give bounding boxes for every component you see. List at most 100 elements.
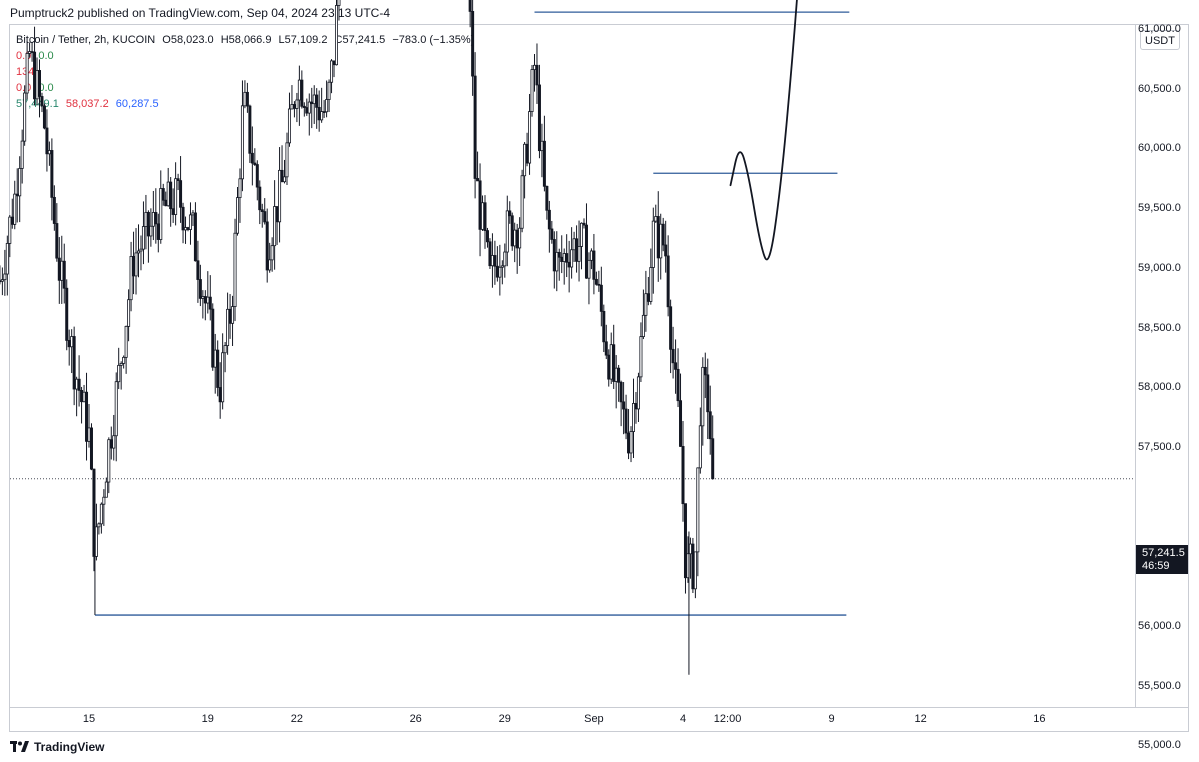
candle-body-113	[278, 169, 282, 223]
candle-body-206	[508, 210, 512, 217]
candle-body-108	[265, 221, 269, 271]
candle-body-244	[602, 310, 606, 343]
candle-body-59	[144, 211, 148, 227]
moving-average-3: 60,287.5	[115, 98, 159, 110]
candle-body-131	[322, 111, 326, 113]
candle-body-53	[129, 255, 133, 301]
candle-body-68	[166, 181, 170, 207]
candle-body-195	[481, 202, 485, 230]
candle-body-104	[255, 164, 259, 188]
price-tick-label: 55,500.0	[1138, 679, 1181, 692]
bar-countdown: 46:59	[1142, 560, 1170, 572]
candle-body-20	[47, 150, 51, 155]
symbol-legend: Bitcoin / Tether, 2h, KUCOIN O58,023.0 H…	[16, 32, 474, 112]
candle-body-274	[676, 368, 680, 402]
candle-body-63	[154, 212, 158, 225]
candle-body-263	[649, 267, 653, 302]
candle-body-198	[488, 241, 492, 267]
currency-button[interactable]: USDT	[1140, 30, 1180, 50]
candle-body-193	[476, 178, 480, 182]
candle-body-192	[473, 75, 477, 179]
candle-body-249	[614, 367, 618, 382]
candle-body-217	[535, 64, 539, 86]
candle-body-5	[10, 216, 14, 225]
candle-body-264	[651, 220, 655, 268]
candle-body-6	[13, 193, 17, 225]
candle-body-268	[661, 223, 665, 246]
candle-body-205	[505, 210, 509, 253]
candle-body-40	[97, 523, 101, 528]
candle-body-52	[127, 299, 131, 327]
candle-body-254	[627, 432, 631, 454]
candle-body-218	[537, 84, 541, 152]
moving-average-2: 58,037.2	[65, 98, 109, 110]
candle-body-7	[15, 193, 19, 197]
candle-body-262	[646, 293, 650, 302]
candle-body-271	[669, 306, 673, 350]
candle-body-202	[498, 266, 502, 278]
candle-body-234	[577, 246, 581, 262]
candle-body-255	[629, 431, 633, 454]
candle-body-229	[565, 253, 569, 263]
candle-body-71	[174, 178, 178, 215]
candle-body-258	[636, 376, 640, 410]
tradingview-logo[interactable]: TradingView	[10, 740, 104, 754]
tradingview-logo-icon	[10, 741, 29, 752]
candle-body-251	[619, 381, 623, 403]
candle-body-81	[198, 279, 202, 299]
candle-body-75	[184, 227, 188, 231]
candle-body-18	[42, 105, 46, 129]
candle-body-76	[186, 227, 190, 230]
candle-body-9	[20, 140, 24, 169]
candle-body-24	[57, 257, 61, 281]
price-tick-label: 55,000.0	[1138, 739, 1181, 752]
ohlc-open: O58,023.0	[162, 34, 214, 46]
candle-body-83	[203, 296, 207, 304]
candle-body-12	[28, 51, 32, 54]
time-tick-label: 12	[914, 713, 927, 725]
last-price-badge: 57,241.5 46:59	[1136, 545, 1188, 574]
ohlc-change: −783.0 (−1.35%)	[392, 34, 475, 46]
candle-body-64	[156, 223, 160, 240]
candle-body-90	[221, 352, 225, 403]
candle-body-1	[0, 279, 4, 282]
chart-frame[interactable]	[9, 24, 1189, 732]
candle-body-288	[711, 438, 715, 480]
candle-body-118	[290, 104, 294, 110]
candle-body-43	[104, 481, 108, 498]
candle-body-127	[312, 94, 316, 105]
candle-body-135	[332, 60, 336, 66]
candle-body-275	[679, 400, 683, 447]
candle-body-92	[226, 308, 230, 347]
candle-body-32	[77, 378, 81, 391]
candle-body-28	[67, 340, 71, 348]
candle-body-55	[134, 252, 138, 277]
candle-body-103	[253, 162, 257, 165]
candle-body-77	[188, 214, 192, 230]
candle-body-207	[510, 215, 514, 247]
candle-body-212	[523, 143, 527, 177]
candle-body-95	[233, 232, 237, 307]
price-tick-label: 56,000.0	[1138, 620, 1181, 632]
candle-body-280	[691, 543, 695, 590]
candle-body-285	[703, 366, 707, 376]
candle-body-267	[659, 223, 663, 259]
candle-body-4	[8, 216, 12, 244]
symbol-title[interactable]: Bitcoin / Tether, 2h, KUCOIN	[16, 34, 156, 46]
candle-body-247	[609, 344, 613, 380]
candle-body-199	[490, 255, 494, 267]
candle-body-123	[302, 105, 306, 108]
candle-body-226	[557, 251, 561, 258]
candle-body-276	[681, 446, 685, 505]
candle-body-35	[85, 391, 89, 442]
candle-body-222	[547, 209, 551, 230]
candle-body-214	[528, 111, 532, 164]
candle-body-61	[149, 225, 153, 237]
candle-body-100	[245, 91, 249, 107]
candle-body-86	[211, 308, 215, 368]
candle-body-121	[297, 79, 301, 101]
candle-body-23	[55, 223, 59, 259]
publish-header: Pumptruck2 published on TradingView.com,…	[10, 6, 391, 20]
candle-body-137	[337, 0, 341, 6]
